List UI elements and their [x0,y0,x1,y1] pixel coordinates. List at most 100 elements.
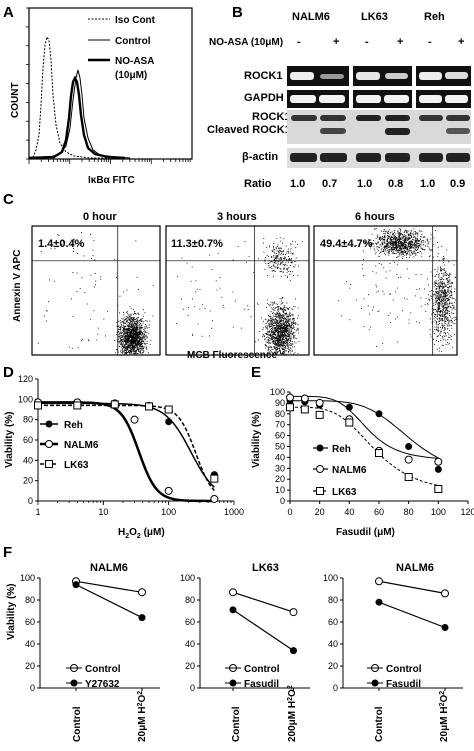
event-dot [439,311,441,312]
event-dot [90,318,92,320]
event-dot [265,344,267,346]
event-dot [127,335,128,337]
event-dot [422,249,423,250]
event-dot [277,335,279,337]
event-dot [278,313,279,315]
event-dot [277,337,278,339]
event-dot [275,246,277,248]
event-dot [275,314,277,316]
event-dot [442,320,444,322]
event-dot [270,320,272,322]
event-dot [391,239,393,240]
event-dot [297,315,299,317]
event-dot [276,341,278,343]
event-dot [276,246,278,247]
event-dot [399,250,401,252]
e-ytick-label: 90 [275,398,285,408]
event-dot [282,333,284,335]
event-dot [73,239,75,241]
event-dot [123,316,125,318]
event-dot [276,314,278,316]
event-dot [122,329,124,331]
event-dot [450,339,452,340]
event-dot [438,292,440,294]
event-dot [278,344,280,346]
event-dot [438,305,440,307]
event-dot [386,237,388,239]
event-dot [130,349,132,351]
event-dot [141,349,143,350]
event-dot [128,344,129,346]
event-dot [284,349,286,351]
event-dot [412,234,414,236]
f-ytick-label: 40 [25,639,35,649]
event-dot [408,322,410,324]
event-dot [423,241,425,243]
event-dot [285,318,287,320]
event-dot [126,311,127,313]
f-ytick-label: 0 [333,683,338,693]
event-dot [404,238,406,240]
d-point [130,415,139,424]
event-dot [135,330,137,331]
event-dot [140,330,141,332]
event-dot [122,348,123,350]
event-dot [285,321,286,322]
event-dot [273,269,275,271]
event-dot [441,325,443,326]
event-dot [380,249,382,251]
f-series-line [232,591,294,613]
event-dot [447,298,449,299]
event-dot [446,342,448,343]
event-dot [140,331,142,333]
event-dot [434,301,436,303]
event-dot [283,264,285,266]
event-dot [284,313,286,315]
event-dot [388,243,390,245]
f1-xtick-1: 20μM H2O2 [137,691,148,742]
event-dot [139,322,141,324]
event-dot [121,343,123,345]
event-dot [129,315,131,317]
event-dot [123,328,125,329]
f-ytick-label: 20 [328,661,338,671]
event-dot [279,322,281,324]
event-dot [453,307,455,309]
event-dot [440,296,442,297]
event-dot [132,323,134,324]
event-dot [119,333,121,335]
event-dot [415,238,416,240]
event-dot [290,332,291,334]
event-dot [378,253,380,255]
event-dot [287,318,289,320]
event-dot [280,317,282,319]
event-dot [404,246,406,247]
event-dot [268,348,270,350]
panel-label-e: E [251,364,261,381]
event-dot [436,274,438,276]
event-dot [440,270,442,271]
event-dot [137,333,138,335]
event-dot [287,331,289,333]
event-dot [399,228,401,229]
event-dot [265,325,267,327]
event-dot [440,311,441,313]
event-dot [286,331,287,332]
event-dot [136,344,137,345]
event-dot [443,314,445,315]
event-dot [447,332,449,334]
event-dot [384,236,385,238]
event-dot [137,343,139,345]
event-dot [234,300,236,302]
event-dot [141,321,143,322]
event-dot [269,305,271,307]
event-dot [131,335,133,337]
event-dot [399,248,401,249]
event-dot [439,312,441,314]
event-dot [80,243,81,244]
event-dot [287,344,288,346]
event-dot [293,323,295,324]
event-dot [435,279,437,281]
event-dot [136,332,137,333]
event-dot [274,262,276,264]
